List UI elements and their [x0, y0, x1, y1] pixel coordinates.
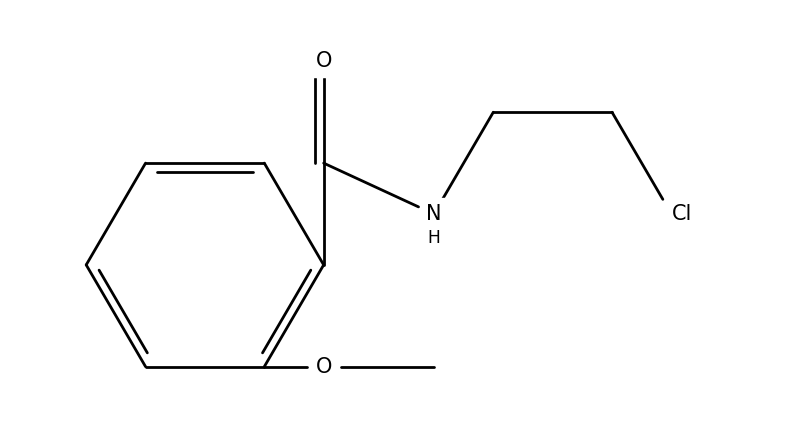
Text: N: N [426, 204, 442, 224]
Text: O: O [315, 51, 332, 71]
Text: Cl: Cl [671, 204, 692, 224]
Text: O: O [315, 357, 332, 377]
Text: H: H [427, 229, 440, 247]
